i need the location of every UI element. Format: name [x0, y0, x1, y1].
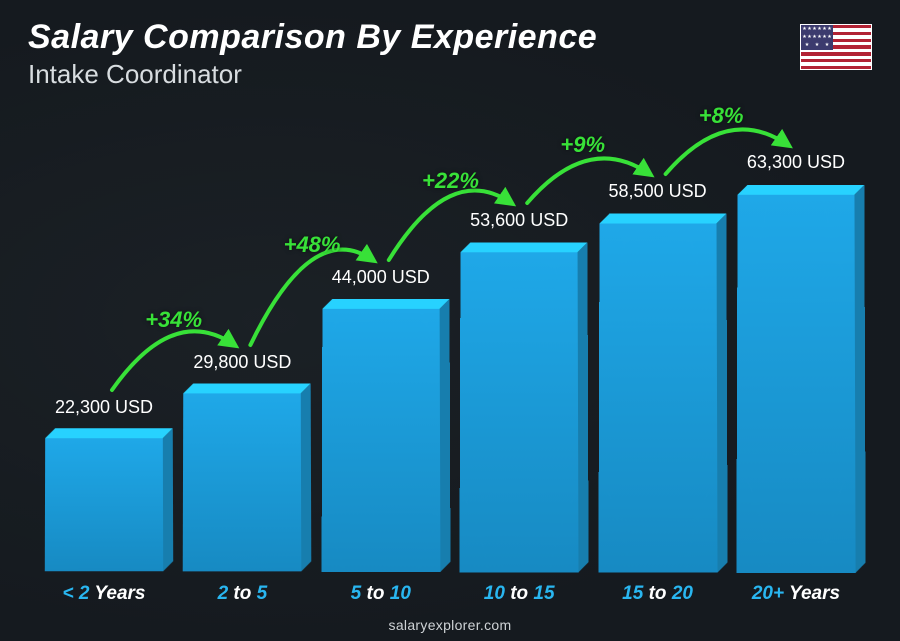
increase-pct-label: +9% [560, 132, 605, 158]
bar [45, 428, 163, 571]
bar-value-label: 58,500 USD [609, 181, 707, 202]
bar-column: 53,600 USD [460, 210, 578, 571]
bar-column: 22,300 USD [45, 397, 163, 571]
bar-column: 44,000 USD [322, 267, 440, 571]
x-axis-tick: 10 to 15 [460, 583, 578, 605]
bar-value-label: 22,300 USD [55, 397, 153, 418]
country-flag-us: ★★★★★ ★★★★★ ★★★★★ [800, 24, 872, 70]
bar-column: 29,800 USD [183, 352, 301, 571]
bar-column: 58,500 USD [599, 181, 717, 571]
bar-column: 63,300 USD [737, 152, 855, 571]
x-axis: < 2 Years 2 to 5 5 to 10 10 to 15 15 to 20 20… [45, 583, 855, 605]
bar-value-label: 29,800 USD [193, 352, 291, 373]
bar [321, 299, 440, 572]
increase-pct-label: +48% [284, 232, 341, 258]
x-axis-tick: 5 to 10 [322, 583, 440, 605]
increase-pct-label: +22% [422, 168, 479, 194]
bar-value-label: 44,000 USD [332, 267, 430, 288]
bar [460, 242, 579, 572]
x-axis-tick: 20+ Years [737, 583, 855, 605]
page-title: Salary Comparison By Experience [28, 18, 597, 57]
bar-value-label: 53,600 USD [470, 210, 568, 231]
bar [736, 185, 855, 573]
header: Salary Comparison By Experience Intake C… [28, 18, 597, 90]
bar [598, 214, 717, 573]
x-axis-tick: 2 to 5 [183, 583, 301, 605]
x-axis-tick: < 2 Years [45, 583, 163, 605]
footer-source: salaryexplorer.com [0, 617, 900, 633]
page-subtitle: Intake Coordinator [28, 59, 597, 90]
bar-value-label: 63,300 USD [747, 152, 845, 173]
x-axis-tick: 15 to 20 [599, 583, 717, 605]
bar [183, 383, 302, 571]
increase-pct-label: +8% [699, 103, 744, 129]
increase-pct-label: +34% [145, 307, 202, 333]
